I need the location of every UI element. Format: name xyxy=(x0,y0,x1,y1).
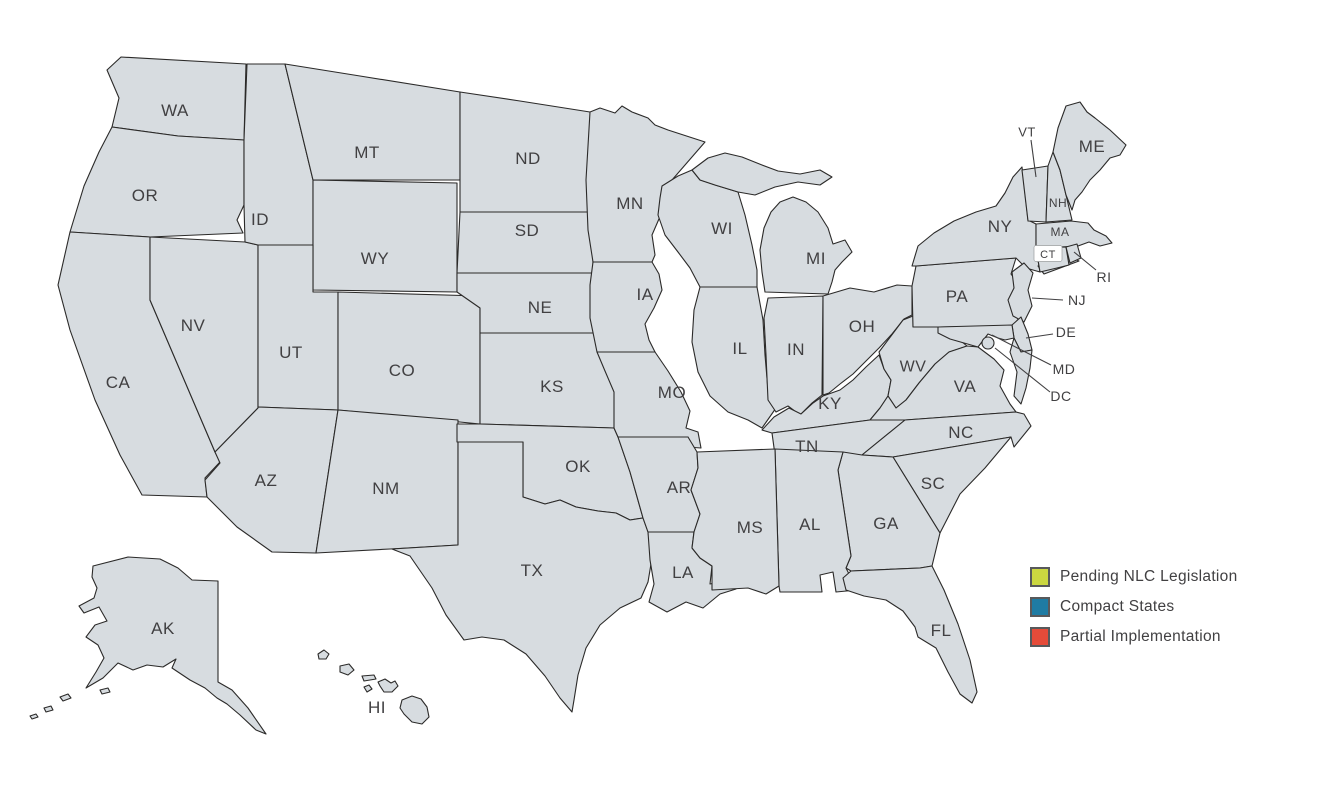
state-label-ak: AK xyxy=(151,619,175,638)
state-dc xyxy=(981,336,995,350)
state-label-mn: MN xyxy=(616,194,643,213)
state-label-nm: NM xyxy=(372,479,399,498)
state-mo xyxy=(596,351,702,449)
leader-line-ri xyxy=(1073,251,1097,271)
state-fl xyxy=(842,565,978,704)
state-label-ia: IA xyxy=(636,285,653,304)
state-al xyxy=(774,448,858,593)
state-or xyxy=(69,126,245,238)
state-nj xyxy=(1007,262,1034,323)
state-label-nh: NH xyxy=(1049,196,1067,210)
state-label-ar: AR xyxy=(667,478,692,497)
state-md xyxy=(937,324,1015,348)
state-label-tx: TX xyxy=(521,561,544,580)
state-label-mi: MI xyxy=(806,249,826,268)
legend-label-compact: Compact States xyxy=(1060,598,1175,615)
legend-label-pending: Pending NLC Legislation xyxy=(1060,568,1238,585)
state-il xyxy=(691,286,777,429)
state-label-wv: WV xyxy=(900,359,927,376)
state-label-nc: NC xyxy=(948,423,974,442)
state-labels-layer: WA OR CA NV ID MT WY UT CO AZ NM ND SD NE KS OK TX MN IA MO… xyxy=(106,101,1112,717)
state-label-al: AL xyxy=(799,515,821,534)
legend-row-pending: Pending NLC Legislation xyxy=(1030,562,1238,592)
state-ny xyxy=(911,166,1041,273)
state-hi xyxy=(317,649,430,725)
state-label-ny: NY xyxy=(988,217,1013,236)
state-label-in: IN xyxy=(787,340,805,359)
state-mt xyxy=(284,63,461,181)
state-label-hi: HI xyxy=(368,698,386,717)
state-label-ok: OK xyxy=(565,457,591,476)
state-md-eastern-shore xyxy=(1009,337,1033,405)
state-label-or: OR xyxy=(132,186,159,205)
state-label-wy: WY xyxy=(361,249,389,268)
state-label-tn: TN xyxy=(795,437,819,456)
state-label-id: ID xyxy=(251,210,269,229)
legend-swatch-pending xyxy=(1030,567,1050,587)
state-label-az: AZ xyxy=(255,471,278,490)
state-label-wa: WA xyxy=(161,101,189,120)
state-label-ks: KS xyxy=(540,377,564,396)
state-tx xyxy=(391,441,653,713)
state-co xyxy=(337,291,481,425)
state-mi-upper-peninsula xyxy=(691,152,833,196)
label-box-ct xyxy=(1033,245,1063,262)
leader-line-vt xyxy=(1030,139,1037,178)
state-label-ct: CT xyxy=(1040,249,1056,261)
state-label-sc: SC xyxy=(921,474,946,493)
state-label-mo: MO xyxy=(658,383,686,402)
state-label-oh: OH xyxy=(849,317,876,336)
state-label-ma: MA xyxy=(1051,225,1070,239)
legend: Pending NLC Legislation Compact States P… xyxy=(1030,562,1238,652)
state-label-nd: ND xyxy=(515,149,541,168)
state-ak xyxy=(78,556,267,735)
state-label-ca: CA xyxy=(106,373,131,392)
state-me xyxy=(1052,101,1127,211)
state-label-co: CO xyxy=(389,361,416,380)
state-label-me: ME xyxy=(1079,137,1106,156)
leader-line-md xyxy=(991,334,1052,366)
state-label-sd: SD xyxy=(515,221,540,240)
states-layer xyxy=(29,56,1127,735)
state-label-ne: NE xyxy=(528,298,553,317)
state-ia xyxy=(589,261,663,353)
legend-row-compact: Compact States xyxy=(1030,592,1238,622)
state-label-nj: NJ xyxy=(1068,292,1086,308)
state-label-dc: DC xyxy=(1050,388,1071,404)
state-label-ut: UT xyxy=(279,343,303,362)
state-label-ky: KY xyxy=(818,394,842,413)
state-label-il: IL xyxy=(732,339,747,358)
legend-swatch-compact xyxy=(1030,597,1050,617)
legend-label-partial: Partial Implementation xyxy=(1060,628,1221,645)
state-label-ri: RI xyxy=(1097,269,1112,285)
legend-swatch-partial xyxy=(1030,627,1050,647)
state-label-md: MD xyxy=(1053,361,1076,377)
state-label-va: VA xyxy=(954,377,977,396)
leader-line-dc xyxy=(994,347,1051,393)
state-label-ms: MS xyxy=(737,518,764,537)
state-label-wi: WI xyxy=(711,219,733,238)
state-label-fl: FL xyxy=(931,621,952,640)
state-wy xyxy=(312,179,458,293)
leader-line-de xyxy=(1025,333,1054,339)
state-va xyxy=(869,345,1017,421)
state-label-pa: PA xyxy=(946,287,969,306)
state-label-de: DE xyxy=(1056,324,1076,340)
state-label-vt: VT xyxy=(1018,125,1036,140)
state-label-mt: MT xyxy=(354,143,380,162)
state-in xyxy=(763,295,824,416)
state-label-nv: NV xyxy=(181,316,206,335)
state-wa xyxy=(106,56,247,141)
state-ms xyxy=(690,448,780,595)
state-label-ga: GA xyxy=(873,514,899,533)
state-ma xyxy=(1035,220,1113,249)
leader-line-nj xyxy=(1031,297,1064,301)
state-mi xyxy=(759,196,853,295)
legend-row-partial: Partial Implementation xyxy=(1030,622,1238,652)
state-label-la: LA xyxy=(672,563,694,582)
state-mn xyxy=(585,105,706,263)
state-ak-aleutian-islands xyxy=(29,687,111,720)
